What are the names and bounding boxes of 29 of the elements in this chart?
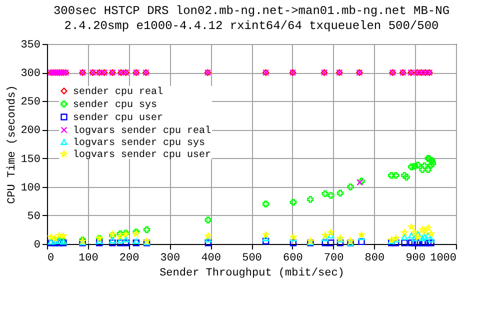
x-tick-label: 300 (160, 252, 180, 264)
y-tick-label: 300 (20, 68, 40, 80)
x-tick-label: 100 (78, 252, 98, 264)
y-tick-label: 100 (20, 182, 40, 194)
x-tick-label: 500 (242, 252, 262, 264)
x-tick-label: 0 (48, 252, 54, 264)
y-tick-label: 50 (27, 210, 40, 223)
legend-label: logvars sender cpu real (73, 125, 212, 137)
chart-subtitle: 2.4.20smp e1000-4.4.12 rxint64/64 txqueuelen 500/500 (64, 19, 439, 33)
x-axis-title: Sender Throughput (mbit/sec) (160, 268, 344, 280)
x-tick-label: 600 (282, 252, 303, 264)
x-tick-label: 400 (201, 252, 222, 264)
x-tick-label: 800 (364, 252, 385, 264)
y-tick-label: 0 (34, 240, 40, 252)
y-tick-label: 200 (20, 125, 40, 138)
chart-title: 300sec HSTCP DRS lon02.mb-ng.net->man01.mb-ng.net MB-NG (53, 4, 450, 18)
x-tick-label: 900 (406, 252, 426, 264)
legend-label: logvars sender cpu user (73, 149, 212, 161)
legend-label: sender cpu user (73, 112, 164, 124)
y-axis-title: CPU Time (seconds) (6, 85, 19, 204)
legend-label: logvars sender cpu sys (73, 137, 206, 149)
y-tick-label: 250 (20, 96, 40, 109)
legend-label: sender cpu sys (73, 99, 158, 111)
x-tick-label: 1000 (430, 252, 456, 264)
legend-label: sender cpu real (73, 86, 164, 98)
y-tick-label: 150 (20, 154, 40, 166)
x-tick-label: 700 (324, 252, 344, 264)
y-tick-label: 350 (20, 40, 40, 52)
x-tick-label: 200 (119, 252, 140, 264)
